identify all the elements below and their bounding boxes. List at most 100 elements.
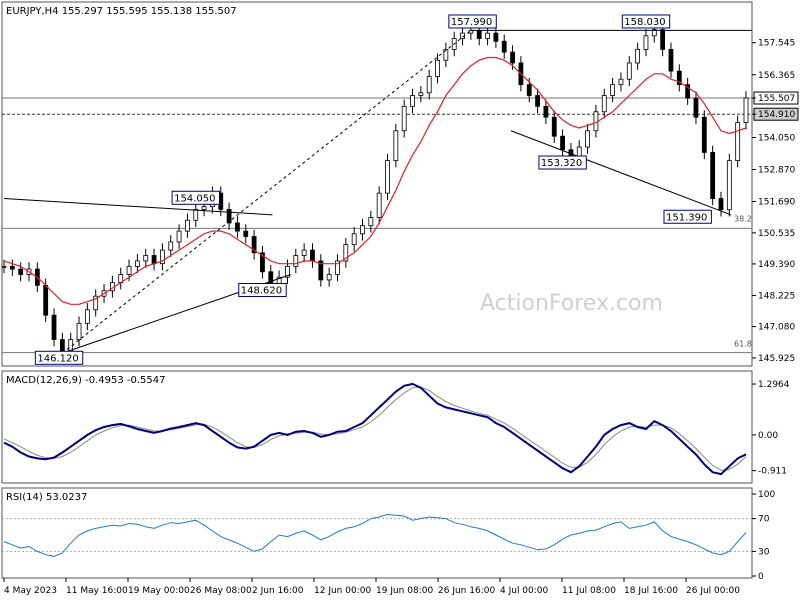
candle-body bbox=[726, 160, 732, 211]
candle-body bbox=[443, 48, 449, 61]
candle-body bbox=[735, 122, 741, 161]
x-tick-label: 11 Jul 08:00 bbox=[562, 586, 616, 596]
macd-tick-label: -0.911 bbox=[758, 467, 787, 477]
annotation-label: 151.390 bbox=[666, 212, 707, 223]
candle-body bbox=[660, 29, 666, 50]
candle-body bbox=[193, 209, 199, 221]
price-tick-label: 156.365 bbox=[758, 71, 795, 81]
price-tick-label: 152.870 bbox=[758, 166, 795, 176]
candle-body bbox=[618, 78, 624, 86]
candle-body bbox=[426, 76, 432, 94]
x-tick-label: 18 Jul 16:00 bbox=[624, 586, 678, 596]
price-panel-frame bbox=[1, 1, 753, 367]
candle-body bbox=[368, 217, 374, 227]
candle-body bbox=[126, 265, 132, 275]
price-tick-label: 149.390 bbox=[758, 260, 795, 270]
rsi-tick-label: 30 bbox=[758, 547, 770, 557]
price-tick-label: 154.050 bbox=[758, 134, 795, 144]
rsi-panel-frame bbox=[1, 487, 753, 579]
candle-body bbox=[185, 219, 190, 232]
macd-header: MACD(12,26,9) -0.4953 -0.5547 bbox=[6, 375, 166, 386]
macd-panel-frame bbox=[1, 370, 753, 484]
fib-label: 38.2 bbox=[734, 215, 752, 224]
candle-body bbox=[201, 206, 207, 210]
annotation-box bbox=[538, 155, 587, 170]
rsi-header: RSI(14) 53.0237 bbox=[6, 492, 87, 503]
rsi-tick-label: 100 bbox=[758, 490, 775, 500]
candle-body bbox=[360, 225, 365, 235]
annotation-box bbox=[34, 350, 84, 365]
candle-body bbox=[310, 249, 315, 262]
annotation-box bbox=[238, 282, 287, 297]
annotation-label: 154.050 bbox=[174, 193, 215, 204]
price-header: EURJPY,H4 155.297 155.595 155.138 155.50… bbox=[6, 6, 237, 17]
candle-body bbox=[601, 95, 607, 113]
x-tick-label: 4 May 2023 bbox=[4, 586, 57, 596]
annotation-label: 146.120 bbox=[37, 353, 78, 364]
axis-layer: 157.545 156.365 155.507 154.910 154.050 152.8… bbox=[3, 39, 799, 596]
candle-body bbox=[9, 265, 15, 270]
x-tick-label: 12 Jun 00:00 bbox=[314, 586, 371, 596]
candle-body bbox=[76, 322, 82, 340]
annotation-label: 157.990 bbox=[451, 17, 492, 28]
fib-label: 61.8 bbox=[734, 339, 752, 348]
macd-line bbox=[3, 382, 747, 476]
candle-body bbox=[685, 84, 691, 99]
candle-body bbox=[134, 260, 140, 267]
dashed-trend-line bbox=[62, 30, 472, 354]
candle-body bbox=[301, 249, 307, 256]
candle-body bbox=[18, 268, 24, 275]
annotation-label: 158.030 bbox=[624, 17, 665, 28]
rsi-tick-label: 0 bbox=[758, 572, 764, 582]
annotation-box bbox=[621, 14, 671, 29]
candle-body bbox=[535, 95, 540, 107]
candle-body bbox=[418, 92, 424, 96]
candle-body bbox=[385, 160, 390, 194]
candle-body bbox=[435, 59, 440, 77]
macd-layer bbox=[3, 382, 747, 476]
annotation-box bbox=[448, 14, 497, 29]
annotation-box bbox=[171, 190, 220, 205]
candle-body bbox=[235, 222, 240, 232]
x-tick-label: 26 May 08:00 bbox=[190, 586, 252, 596]
rsi-tick-label: 70 bbox=[758, 515, 770, 525]
candle-body bbox=[160, 249, 165, 265]
candle-body bbox=[251, 236, 257, 254]
candle-body bbox=[585, 130, 590, 148]
candle-body bbox=[176, 230, 182, 243]
price-tick-label: 157.545 bbox=[758, 39, 795, 49]
price-tick-label: 148.225 bbox=[758, 292, 795, 302]
candle-body bbox=[485, 32, 490, 39]
annotation-box bbox=[663, 209, 712, 224]
candle-body bbox=[701, 116, 707, 153]
candle-body bbox=[51, 314, 57, 340]
candle-body bbox=[285, 265, 290, 278]
candle-body bbox=[476, 30, 482, 39]
candle-body bbox=[260, 252, 265, 273]
candle-body bbox=[743, 97, 749, 124]
candle-body bbox=[560, 135, 565, 151]
candle-body bbox=[376, 192, 382, 218]
candle-body bbox=[643, 35, 649, 50]
macd-tick-label: 1.2964 bbox=[758, 380, 790, 390]
candle-body bbox=[43, 284, 49, 316]
candle-body bbox=[526, 84, 532, 96]
candle-body bbox=[626, 62, 632, 80]
candle-body bbox=[318, 260, 324, 281]
annotation-label: 148.620 bbox=[241, 285, 282, 296]
candle-body bbox=[493, 32, 499, 42]
x-tick-label: 2 Jun 16:00 bbox=[252, 586, 304, 596]
x-tick-label: 26 Jul 00:00 bbox=[686, 586, 740, 596]
candle-body bbox=[293, 255, 299, 267]
resistance-line bbox=[3, 198, 273, 216]
price-tick-label: 145.925 bbox=[758, 354, 795, 364]
candle-body bbox=[668, 48, 674, 72]
candle-body bbox=[351, 233, 357, 246]
annotation-label: 153.320 bbox=[541, 158, 582, 169]
candle-body bbox=[326, 274, 332, 281]
price-tick-label: 155.507 bbox=[758, 94, 795, 104]
macd-signal-line bbox=[3, 386, 747, 471]
price-tick-label: 154.910 bbox=[758, 110, 795, 120]
candle-body bbox=[84, 309, 90, 324]
